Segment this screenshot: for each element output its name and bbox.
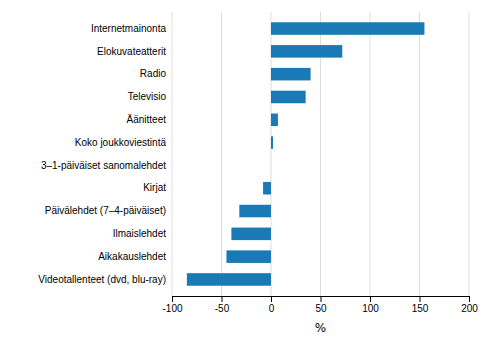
y-tick-label: 3–1-päiväiset sanomalehdet [41, 160, 166, 171]
y-tick: Elokuvateatterit [97, 46, 172, 57]
y-tick-label: Ilmaislehdet [113, 228, 167, 239]
y-tick-label: Televisio [128, 91, 167, 102]
x-tick-mark [370, 296, 371, 302]
y-tick: Videotallenteet (dvd, blu-ray) [38, 274, 172, 285]
x-tick-mark [222, 296, 223, 302]
y-tick: Radio [140, 68, 172, 79]
grid-line [370, 12, 371, 296]
plot: -100 -50 0 50 100 150 200 Videotallenteet (dvd,… [38, 12, 478, 335]
bar [271, 22, 424, 35]
grid-line [419, 12, 420, 296]
x-tick: -100 [162, 296, 182, 314]
x-tick-mark [420, 296, 421, 302]
y-tick: Ilmaislehdet [113, 228, 172, 239]
grid-line [221, 12, 222, 296]
y-tick: Internetmainonta [91, 23, 172, 34]
bar [187, 273, 271, 286]
bar [271, 45, 342, 58]
bar [271, 136, 273, 149]
x-tick-label: -50 [215, 303, 230, 314]
bar [239, 205, 271, 218]
x-axis: -100 -50 0 50 100 150 200 [162, 296, 478, 314]
x-tick-mark [469, 296, 470, 302]
y-tick-label: Kirjat [143, 182, 166, 193]
bar [271, 114, 278, 127]
x-tick-label: 100 [362, 303, 379, 314]
x-tick-label: 50 [315, 303, 327, 314]
bar [271, 159, 272, 172]
y-tick: Päivälehdet (7–4-päiväiset) [45, 205, 172, 216]
bar [226, 250, 271, 263]
x-tick-mark [172, 296, 173, 302]
x-tick-mark [321, 296, 322, 302]
y-tick-label: Internetmainonta [91, 23, 166, 34]
y-tick: Aikakauslehdet [98, 251, 172, 262]
y-tick-label: Koko joukkoviestintä [75, 137, 167, 148]
x-tick: 0 [269, 296, 275, 314]
bar [271, 91, 306, 104]
y-tick: Kirjat [143, 182, 172, 193]
y-axis: Videotallenteet (dvd, blu-ray) Aikakausle… [38, 23, 172, 285]
x-tick: 200 [461, 296, 478, 314]
x-tick: 50 [315, 296, 327, 314]
x-tick-label: 0 [269, 303, 275, 314]
chart: -100 -50 0 50 100 150 200 Videotallenteet (dvd,… [0, 0, 491, 340]
grid-line [469, 12, 470, 296]
x-axis-title: % [315, 321, 326, 335]
y-tick: Koko joukkoviestintä [75, 137, 172, 148]
grid [172, 12, 469, 296]
bar [263, 182, 271, 195]
x-tick-mark [271, 296, 272, 302]
y-tick-label: Äänitteet [127, 114, 167, 125]
x-tick: 150 [412, 296, 429, 314]
x-tick: -50 [215, 296, 230, 314]
y-tick-label: Radio [140, 68, 167, 79]
bar [231, 228, 271, 241]
bar [271, 68, 311, 81]
x-axis-line [173, 297, 470, 303]
y-tick: 3–1-päiväiset sanomalehdet [41, 160, 172, 171]
x-tick-label: 200 [461, 303, 478, 314]
y-tick-label: Videotallenteet (dvd, blu-ray) [38, 274, 166, 285]
y-tick-label: Päivälehdet (7–4-päiväiset) [45, 205, 166, 216]
bars [187, 22, 425, 285]
x-tick-label: 150 [412, 303, 429, 314]
grid-line [172, 12, 173, 296]
x-tick: 100 [362, 296, 379, 314]
y-tick-label: Elokuvateatterit [97, 46, 166, 57]
x-tick-label: -100 [162, 303, 182, 314]
y-tick: Äänitteet [127, 114, 172, 125]
y-tick-label: Aikakauslehdet [98, 251, 166, 262]
y-tick: Televisio [128, 91, 172, 102]
